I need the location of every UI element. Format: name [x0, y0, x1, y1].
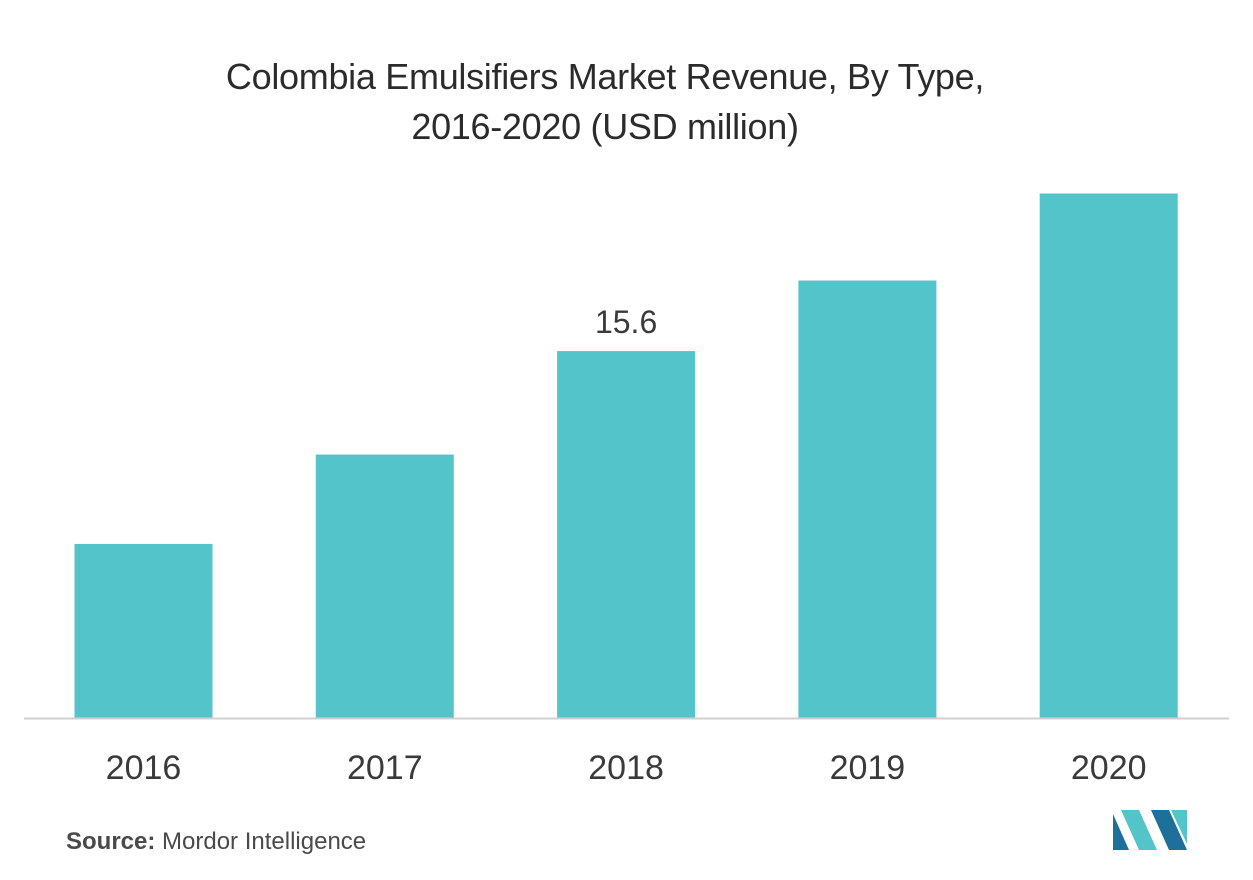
- chart-title-line-1: Colombia Emulsifiers Market Revenue, By …: [225, 56, 985, 97]
- source-name: Mordor Intelligence: [162, 828, 367, 855]
- bar-2019: [798, 280, 937, 718]
- x-tick-label-2018: 2018: [588, 749, 664, 787]
- data-label-2018: 15.6: [595, 304, 657, 340]
- source-label: Source:: [66, 828, 156, 855]
- x-tick-label-2017: 2017: [347, 749, 423, 787]
- bar-2016: [74, 543, 213, 718]
- chart-title: Colombia Emulsifiers Market Revenue, By …: [0, 52, 1210, 152]
- bar-2017: [315, 454, 454, 718]
- x-tick-label-2020: 2020: [1071, 749, 1147, 787]
- bar-2020: [1039, 193, 1178, 718]
- mordor-logo-icon: [1113, 810, 1187, 850]
- x-tick-label-2019: 2019: [830, 749, 906, 787]
- source-note: Source: Mordor Intelligence: [66, 828, 366, 856]
- x-tick-label-2016: 2016: [106, 749, 182, 787]
- chart-title-line-2: 2016-2020 (USD million): [411, 106, 799, 147]
- bar-2018: [557, 351, 696, 718]
